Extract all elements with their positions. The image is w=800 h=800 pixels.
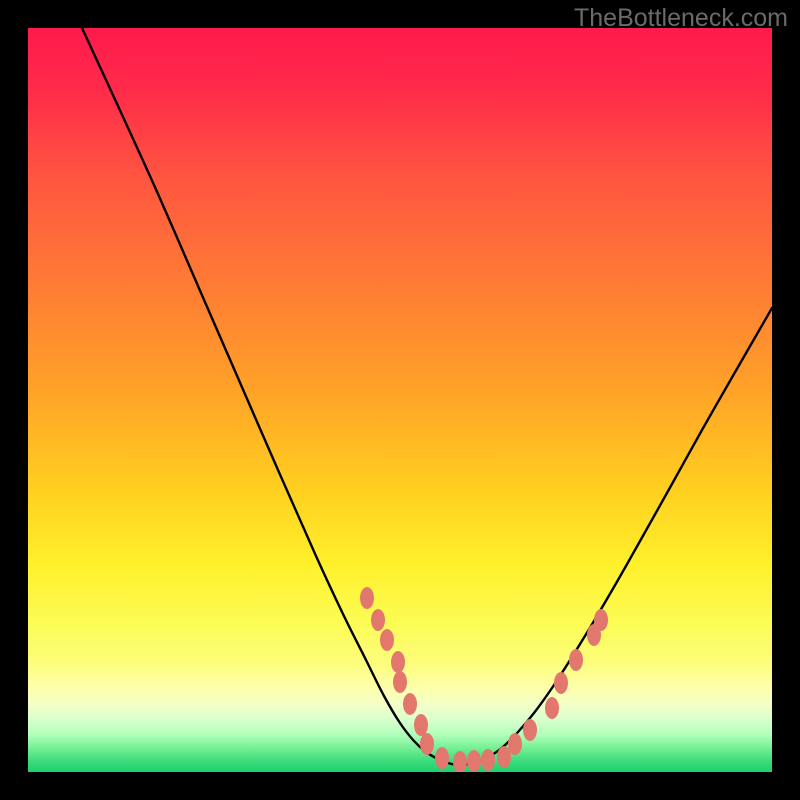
watermark-text: TheBottleneck.com (574, 4, 788, 33)
highlight-dot (467, 750, 481, 772)
plot-area (28, 28, 772, 772)
highlight-dot (545, 697, 559, 719)
chart-stage: TheBottleneck.com (0, 0, 800, 800)
highlight-dot (371, 609, 385, 631)
highlight-dot (554, 672, 568, 694)
highlight-dot (453, 751, 467, 772)
highlight-dot (594, 609, 608, 631)
highlight-dot (403, 693, 417, 715)
highlight-dot (420, 733, 434, 755)
highlight-dot (360, 587, 374, 609)
highlight-dot (393, 671, 407, 693)
highlight-dot (380, 629, 394, 651)
highlight-dot (391, 651, 405, 673)
highlight-dot (508, 733, 522, 755)
highlight-dot (481, 749, 495, 771)
highlight-dot (523, 719, 537, 741)
highlight-dot (569, 649, 583, 671)
highlight-dot (414, 714, 428, 736)
highlight-dot (435, 747, 449, 769)
